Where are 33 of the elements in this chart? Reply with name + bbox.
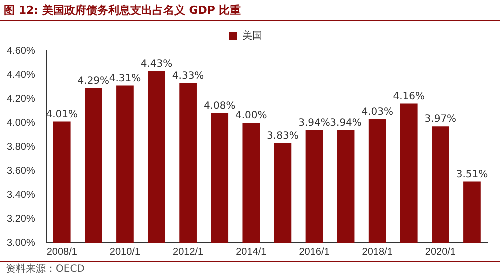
y-tick-label: 3.40%: [6, 190, 36, 201]
data-label: 3.94%: [330, 118, 362, 129]
y-tick-label: 4.20%: [6, 94, 36, 105]
data-label: 4.00%: [236, 110, 268, 122]
text: 资料来源：OECD: [0, 261, 500, 276]
x-tick-label: 2016/1: [299, 246, 330, 258]
data-label: 4.08%: [204, 100, 236, 112]
y-tick-label: 4.60%: [6, 46, 36, 57]
data-label: 3.83%: [267, 130, 299, 142]
x-tick-label: 2010/1: [110, 246, 141, 258]
data-label: 4.01%: [46, 109, 78, 120]
y-tick-label: 3.20%: [6, 214, 36, 225]
y-tick-label: 4.00%: [6, 118, 36, 129]
y-tick-label: 3.00%: [6, 238, 36, 249]
y-tick-label: 3.60%: [6, 166, 36, 177]
data-label: 4.43%: [140, 58, 173, 70]
data-label: 3.51%: [456, 169, 488, 180]
y-tick-label: 4.40%: [6, 70, 36, 81]
x-tick-label: 2012/1: [173, 246, 204, 258]
x-tick-label: 2020/1: [425, 246, 456, 258]
data-label: 4.31%: [109, 73, 142, 84]
x-tick-label: 2014/1: [236, 246, 268, 258]
data-label: 3.97%: [424, 114, 457, 126]
data-label: 3.94%: [298, 118, 330, 129]
data-label: 4.03%: [362, 106, 394, 118]
data-label: 4.16%: [393, 91, 426, 102]
x-tick-label: 2008/1: [46, 246, 78, 258]
chart-title: 图 12: 美国政府债务利息支出占名义 GDP 比重: [0, 0, 500, 21]
legend-label: 美国: [242, 30, 262, 42]
x-tick-label: 2018/1: [362, 246, 394, 258]
data-label: 4.29%: [78, 76, 110, 87]
y-tick-label: 3.80%: [6, 142, 36, 153]
data-label: 4.33%: [172, 70, 204, 82]
